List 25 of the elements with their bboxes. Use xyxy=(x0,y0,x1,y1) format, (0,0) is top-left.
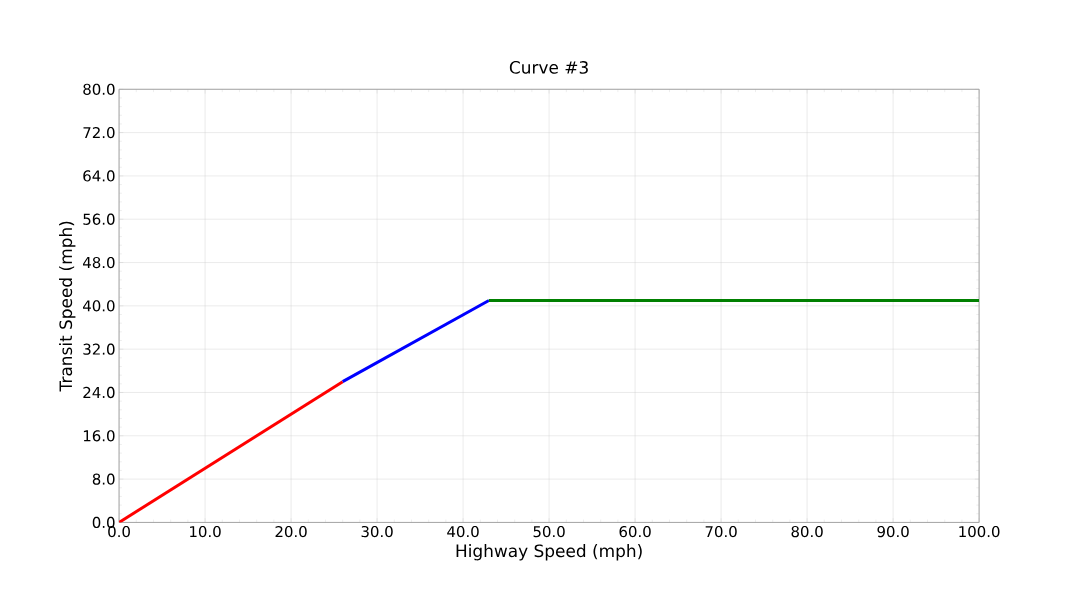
y-tick-label: 80.0 xyxy=(83,83,115,96)
y-axis-title: Transit Speed (mph) xyxy=(59,221,76,392)
x-axis-title: Highway Speed (mph) xyxy=(456,544,642,561)
y-tick-label: 40.0 xyxy=(83,300,115,312)
x-tick-label: 80.0 xyxy=(791,526,823,538)
y-tick-label: 24.0 xyxy=(83,386,115,399)
y-tick-label: 64.0 xyxy=(83,170,115,182)
chart-title: Curve #3 xyxy=(509,61,588,74)
y-tick-label: 16.0 xyxy=(83,430,115,442)
y-tick-label: 8.0 xyxy=(92,473,115,485)
y-tick-label: 48.0 xyxy=(83,256,115,269)
x-tick-label: 30.0 xyxy=(361,526,393,538)
x-tick-label: 20.0 xyxy=(275,526,307,538)
x-tick-label: 100.0 xyxy=(959,526,1000,538)
x-tick-label: 70.0 xyxy=(705,526,737,538)
y-tick-label: 72.0 xyxy=(83,127,115,139)
y-tick-label: 0.0 xyxy=(92,516,115,529)
x-tick-label: 0.0 xyxy=(108,526,130,538)
x-tick-label: 50.0 xyxy=(533,526,565,538)
x-tick-label: 10.0 xyxy=(190,526,221,538)
y-tick-label: 32.0 xyxy=(83,343,115,355)
x-tick-label: 90.0 xyxy=(877,526,909,538)
y-tick-label: 56.0 xyxy=(83,213,115,225)
x-tick-label: 60.0 xyxy=(619,526,651,538)
x-tick-label: 40.0 xyxy=(447,526,479,538)
